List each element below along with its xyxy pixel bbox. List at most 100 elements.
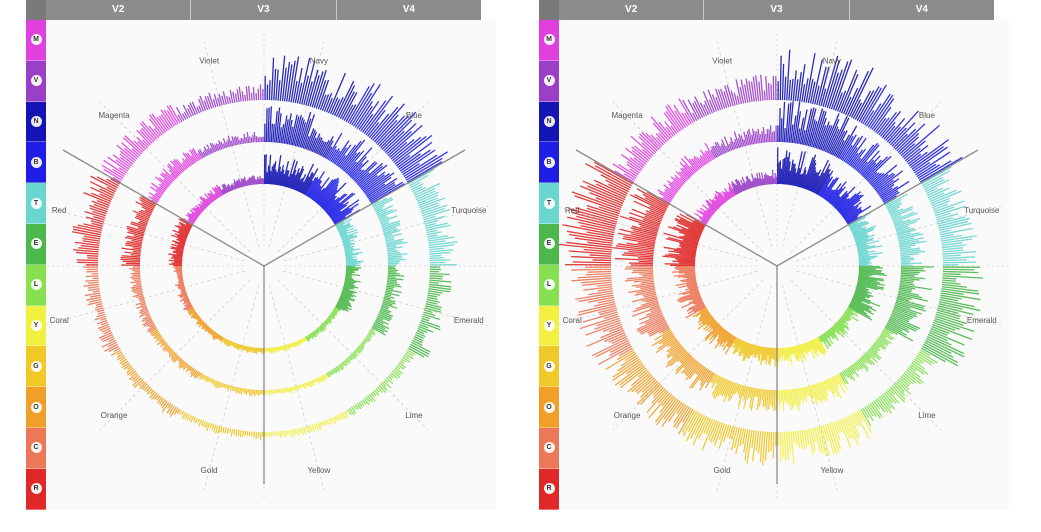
bar-violet (251, 176, 254, 185)
bar-navy (280, 173, 285, 187)
header-v2[interactable]: V2 (625, 4, 638, 15)
bar-magenta (148, 125, 160, 139)
bar-coral (97, 323, 109, 330)
bar-gold (756, 388, 760, 398)
sidebar-item-t[interactable]: T (26, 183, 46, 224)
bar-lime (838, 319, 849, 329)
sidebar-item-r[interactable]: R (539, 468, 559, 510)
sidebar-item-g[interactable]: G (539, 346, 559, 388)
bar-turquoise (890, 205, 914, 217)
header-v3[interactable]: V3 (703, 0, 848, 20)
bar-emerald (857, 281, 885, 289)
bar-red (130, 253, 141, 257)
bar-yellow (333, 416, 338, 421)
bar-coral (608, 325, 623, 333)
header-v2[interactable]: V2 (112, 4, 125, 15)
bar-gold (718, 424, 728, 449)
ring-V2 (168, 154, 364, 355)
bar-lime (843, 370, 850, 379)
bar-red (99, 193, 113, 201)
sidebar-item-m[interactable]: M (539, 20, 559, 61)
bar-magenta (699, 210, 711, 219)
bar-lime (370, 392, 375, 398)
bar-blue (831, 196, 841, 206)
bar-coral (107, 341, 117, 348)
bar-turquoise (891, 214, 902, 220)
divider-line (263, 149, 466, 267)
bar-magenta (202, 201, 208, 208)
bar-navy (827, 128, 840, 154)
bar-violet (766, 174, 769, 185)
bar-blue (364, 172, 395, 195)
bar-navy (788, 159, 794, 186)
bar-orange (173, 356, 180, 364)
sidebar-item-o[interactable]: O (26, 387, 46, 428)
bar-orange (612, 358, 640, 378)
header-v3[interactable]: V3 (190, 0, 335, 20)
sidebar-item-e[interactable]: E (539, 224, 559, 265)
bar-orange (704, 372, 715, 389)
sidebar-item-v[interactable]: V (539, 60, 559, 102)
sidebar-item-l[interactable]: L (26, 264, 46, 306)
bar-violet (197, 149, 204, 159)
bar-magenta (674, 110, 687, 128)
bar-red (594, 165, 632, 187)
bar-lime (825, 331, 831, 339)
bar-lime (377, 386, 383, 393)
bar-coral (99, 325, 110, 331)
bar-magenta (658, 192, 673, 202)
bar-red (175, 249, 184, 253)
bar-turquoise (429, 254, 442, 257)
bar-red (578, 221, 615, 232)
bar-coral (132, 287, 143, 291)
sidebar-item-b[interactable]: B (26, 142, 46, 184)
sidebar-item-v[interactable]: V (26, 60, 46, 102)
sidebar-item-n[interactable]: N (539, 101, 559, 143)
bar-red (72, 228, 102, 236)
bar-yellow (816, 427, 824, 453)
bar-turquoise (920, 166, 952, 185)
bar-emerald (892, 310, 912, 320)
sidebar-item-g[interactable]: G (26, 346, 46, 388)
sidebar-item-y[interactable]: Y (539, 305, 559, 347)
bar-gold (710, 421, 720, 443)
bar-lime (862, 354, 873, 366)
bar-navy (782, 101, 786, 143)
bar-red (168, 253, 183, 257)
bar-red (90, 175, 117, 191)
header-v4[interactable]: V4 (848, 0, 994, 20)
bar-lime (328, 370, 333, 375)
sidebar-item-c[interactable]: C (539, 428, 559, 469)
sidebar-item-n[interactable]: N (26, 101, 46, 143)
bar-navy (331, 98, 341, 116)
sidebar-item-l[interactable]: L (539, 264, 559, 306)
sidebar-item-o[interactable]: O (539, 387, 559, 428)
bar-turquoise (344, 248, 360, 253)
sidebar-item-m[interactable]: M (26, 20, 46, 61)
sidebar-item-b[interactable]: B (539, 142, 559, 184)
bar-magenta (191, 207, 201, 216)
bar-orange (651, 388, 666, 404)
bar-turquoise (341, 234, 357, 241)
bar-orange (179, 361, 186, 369)
sidebar-item-c[interactable]: C (26, 428, 46, 469)
bar-navy (284, 170, 290, 187)
bar-coral (177, 292, 187, 297)
bar-orange (712, 325, 722, 336)
sidebar-item-r[interactable]: R (26, 468, 46, 510)
bar-emerald (855, 287, 868, 292)
bar-gold (750, 344, 755, 356)
bar-red (631, 225, 658, 234)
sidebar-item-t[interactable]: T (539, 183, 559, 224)
bar-orange (702, 315, 713, 325)
bar-navy (307, 69, 319, 107)
header-v4[interactable]: V4 (335, 0, 481, 20)
bar-red (632, 229, 657, 237)
sidebar-item-e[interactable]: E (26, 224, 46, 265)
bar-navy (808, 172, 818, 191)
bar-turquoise (420, 204, 440, 213)
bar-yellow (799, 387, 805, 404)
sidebar-item-y[interactable]: Y (26, 305, 46, 347)
bar-coral (594, 319, 621, 330)
bar-gold (252, 347, 255, 353)
